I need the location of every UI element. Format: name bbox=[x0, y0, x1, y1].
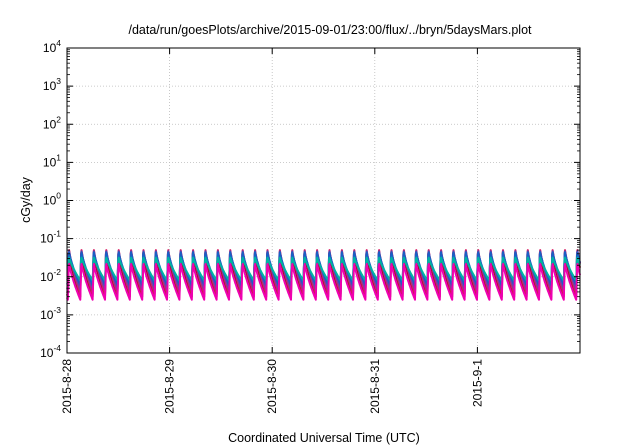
grid bbox=[67, 48, 580, 353]
y-tick-label: 10-2 bbox=[40, 267, 61, 284]
y-tick-label: 102 bbox=[43, 114, 61, 131]
y-axis-ticks: 10-4 10-3 10-2 10-1 100 101 102 103 104 bbox=[40, 38, 580, 360]
x-axis-label: Coordinated Universal Time (UTC) bbox=[228, 431, 420, 445]
y-axis-label: cGy/day bbox=[19, 176, 33, 223]
chart-title: /data/run/goesPlots/archive/2015-09-01/2… bbox=[128, 23, 532, 37]
x-tick-label: 2015-9-1 bbox=[470, 359, 484, 407]
x-tick-label: 2015-8-30 bbox=[265, 359, 279, 414]
x-axis-ticks: 2015-8-28 2015-8-29 2015-8-30 2015-8-31 2015… bbox=[60, 48, 484, 414]
series-line-5 bbox=[66, 256, 581, 282]
y-tick-label: 103 bbox=[43, 76, 61, 93]
y-tick-label: 10-4 bbox=[40, 343, 61, 360]
plot-frame bbox=[66, 47, 581, 354]
series-line-6 bbox=[66, 263, 581, 301]
series-lines bbox=[66, 249, 581, 301]
x-tick-label: 2015-8-28 bbox=[60, 359, 74, 414]
y-tick-label: 10-1 bbox=[40, 229, 61, 246]
y-tick-label: 100 bbox=[43, 191, 61, 208]
y-tick-label: 10-3 bbox=[40, 305, 61, 322]
y-tick-label: 104 bbox=[43, 38, 61, 55]
x-tick-label: 2015-8-29 bbox=[163, 359, 177, 414]
y-tick-label: 101 bbox=[43, 152, 61, 169]
x-tick-label: 2015-8-31 bbox=[368, 359, 382, 414]
